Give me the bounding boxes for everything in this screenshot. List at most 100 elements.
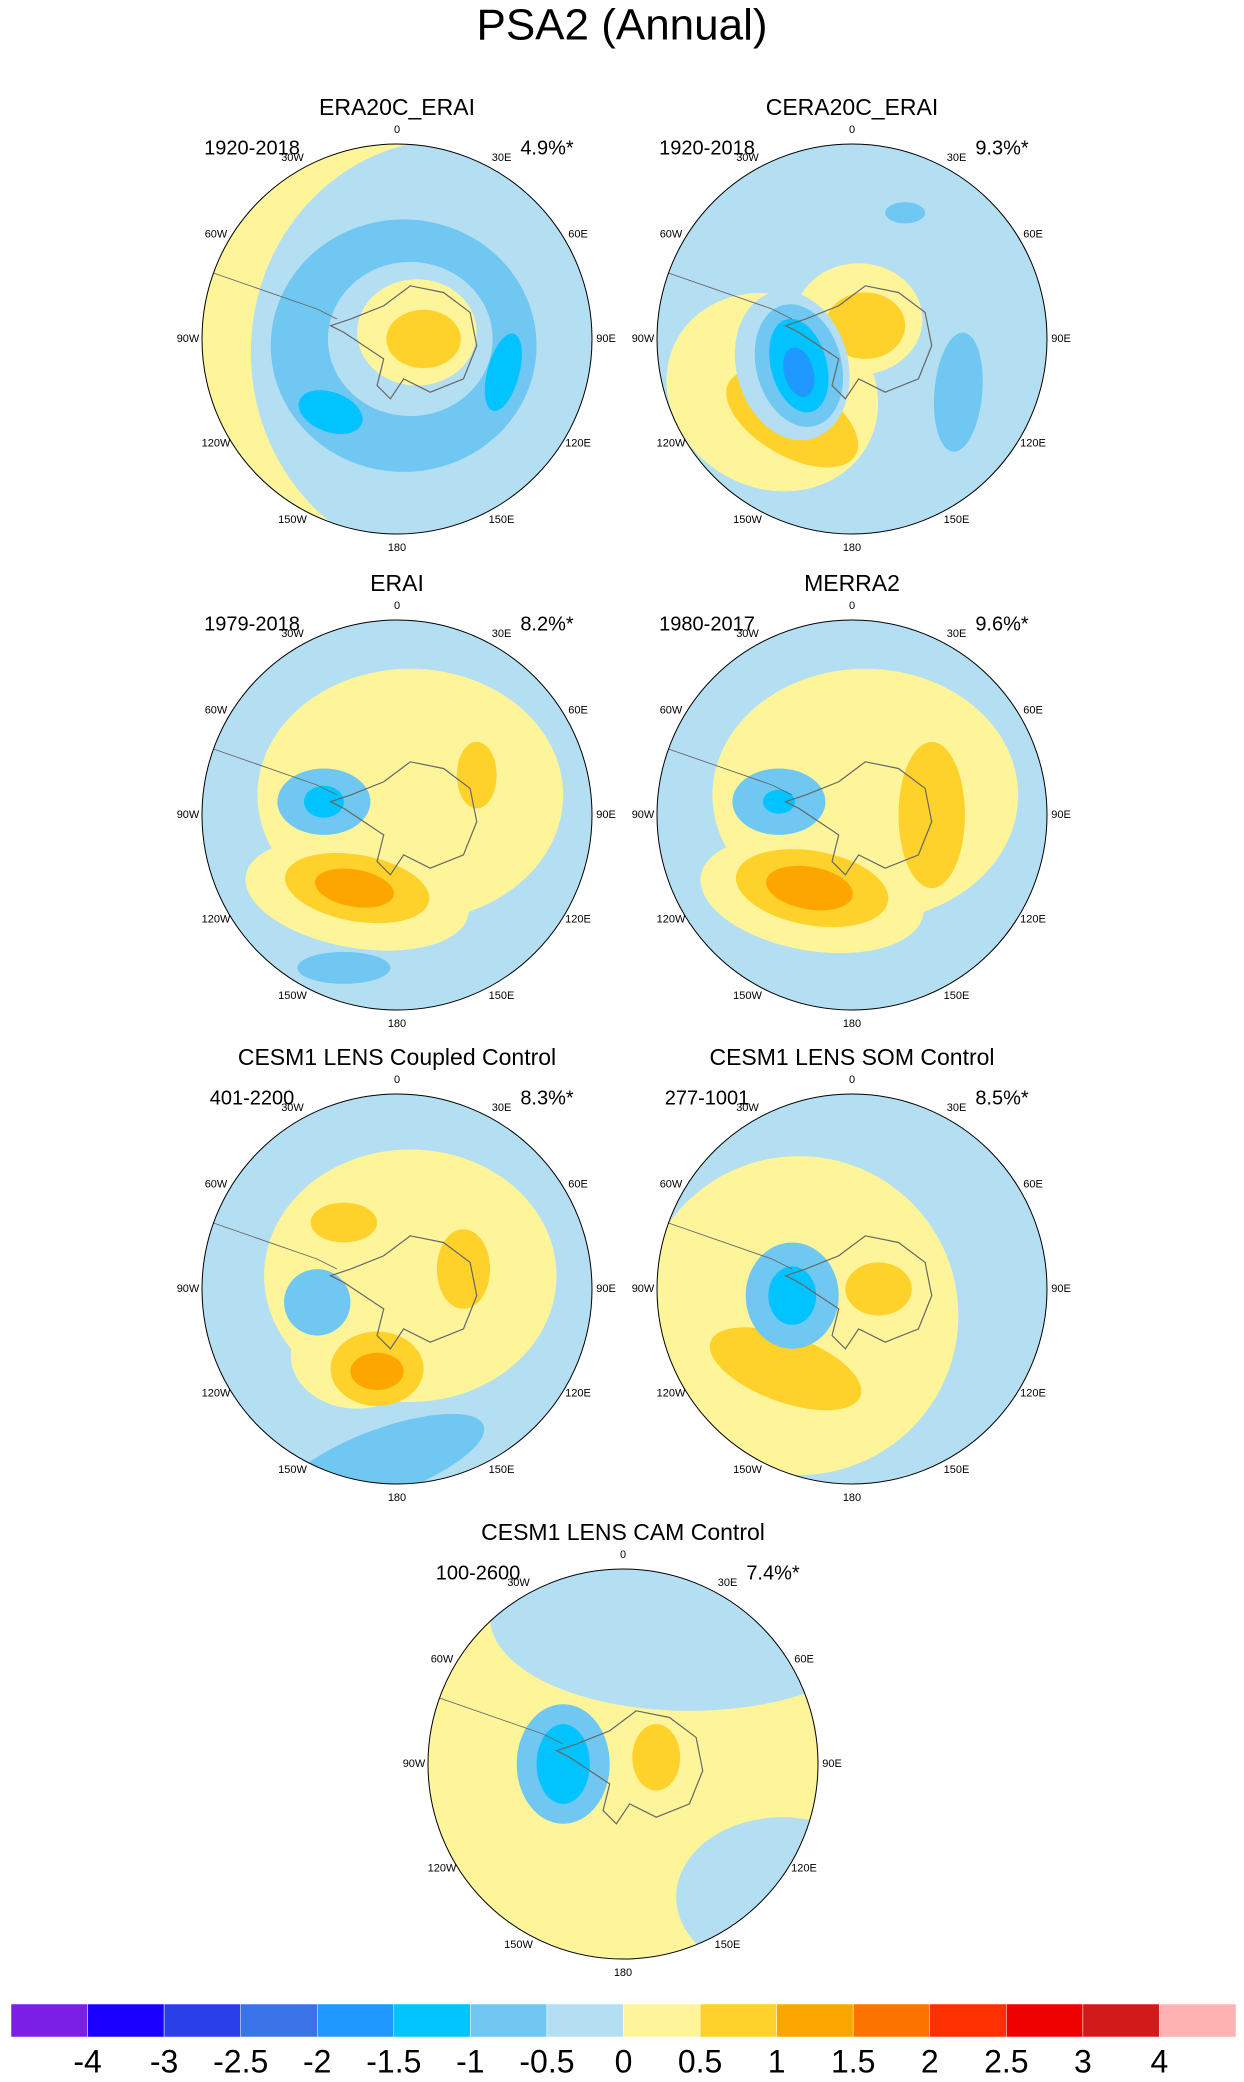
contour-region bbox=[386, 309, 461, 369]
colorbar-box bbox=[163, 2003, 241, 2038]
variance-label: 9.3%* bbox=[975, 137, 1029, 159]
panel-title: CESM1 LENS Coupled Control bbox=[238, 1044, 556, 1070]
contour-region bbox=[933, 332, 983, 452]
longitude-label: 120W bbox=[202, 913, 231, 925]
map-panel: MERRA2 1980-2017 9.6%* 0 30E 60E 90E 120E 150E 18… bbox=[632, 570, 1071, 1030]
contour-region bbox=[783, 347, 815, 397]
longitude-label: 90E bbox=[1051, 333, 1071, 345]
longitude-label: 60E bbox=[1023, 704, 1043, 716]
longitude-label: 30W bbox=[736, 628, 759, 640]
longitude-label: 60W bbox=[205, 1178, 228, 1190]
longitude-label: 120E bbox=[565, 1387, 591, 1399]
longitude-label: 150W bbox=[278, 514, 307, 526]
colorbar-label: 0.5 bbox=[678, 2043, 722, 2079]
longitude-label: 150W bbox=[733, 990, 762, 1002]
longitude-label: 90W bbox=[632, 1283, 655, 1295]
coastline bbox=[657, 1218, 793, 1270]
longitude-label: 60W bbox=[431, 1653, 454, 1665]
map-panel: ERAI 1979-2018 8.2%* 0 30E 60E 90E 120E 150E 180 1… bbox=[177, 570, 616, 1030]
variance-label: 4.9%* bbox=[520, 137, 574, 159]
coastline bbox=[783, 761, 933, 876]
map-border bbox=[427, 1568, 819, 1960]
panel-title: CERA20C_ERAI bbox=[766, 94, 939, 120]
longitude-label: 60W bbox=[660, 1178, 683, 1190]
colorbar-box bbox=[317, 2003, 395, 2038]
period-label: 277-1001 bbox=[665, 1087, 750, 1109]
colorbar-label: -1.5 bbox=[366, 2043, 421, 2079]
contour-region bbox=[766, 865, 853, 911]
longitude-label: 90E bbox=[596, 1283, 616, 1295]
contour-region bbox=[315, 868, 394, 908]
longitude-label: 150W bbox=[733, 514, 762, 526]
colorbar-box bbox=[929, 2003, 1007, 2038]
longitude-label: 30E bbox=[492, 628, 512, 640]
coastline bbox=[428, 1693, 564, 1745]
colorbar: -4 -3 -2.5 -2 -1.5 -1 -0.5 0 0.5 1 1.5 2 2.5 3 4 bbox=[10, 2003, 1237, 2079]
map-border bbox=[201, 143, 593, 535]
longitude-label: 60W bbox=[205, 704, 228, 716]
map-panel: CESM1 LENS CAM Control 100-2600 7.4%* 0 30E 6… bbox=[403, 1519, 842, 1979]
longitude-label: 30E bbox=[492, 152, 512, 164]
longitude-label: 180 bbox=[843, 1018, 861, 1030]
contour-region bbox=[845, 1262, 912, 1316]
longitude-label: 120E bbox=[1020, 437, 1046, 449]
longitude-label: 120E bbox=[565, 437, 591, 449]
longitude-label: 120W bbox=[657, 913, 686, 925]
longitude-label: 60W bbox=[660, 228, 683, 240]
contour-region bbox=[676, 1817, 818, 1959]
longitude-label: 0 bbox=[849, 124, 855, 136]
contour-region bbox=[436, 1229, 491, 1309]
longitude-label: 180 bbox=[388, 1492, 406, 1504]
longitude-label: 30W bbox=[736, 1102, 759, 1114]
colorbar-label: 1 bbox=[768, 2043, 786, 2079]
contour-region bbox=[762, 789, 795, 814]
colorbar-label: -3 bbox=[150, 2043, 178, 2079]
longitude-label: 180 bbox=[843, 542, 861, 554]
contour-region bbox=[298, 390, 363, 435]
coastline bbox=[202, 268, 338, 320]
panel-title: ERAI bbox=[370, 570, 424, 596]
coastline bbox=[328, 285, 478, 400]
variance-label: 8.2%* bbox=[520, 613, 574, 635]
contour-region bbox=[283, 1413, 485, 1484]
contour-region bbox=[303, 785, 344, 818]
longitude-label: 120W bbox=[428, 1862, 457, 1874]
contour-region bbox=[709, 1327, 862, 1411]
longitude-label: 120E bbox=[1020, 913, 1046, 925]
longitude-label: 120E bbox=[1020, 1387, 1046, 1399]
contour-region bbox=[350, 1352, 404, 1391]
contour-region bbox=[484, 333, 522, 411]
colorbar-label: 4 bbox=[1151, 2043, 1169, 2079]
map-border bbox=[656, 619, 1048, 1011]
longitude-label: 90W bbox=[632, 333, 655, 345]
longitude-label: 150W bbox=[278, 1464, 307, 1476]
colorbar-label: -2 bbox=[303, 2043, 331, 2079]
coastline bbox=[657, 268, 793, 320]
longitude-label: 60E bbox=[568, 1178, 588, 1190]
coastline bbox=[783, 1235, 933, 1350]
period-label: 1979-2018 bbox=[204, 613, 300, 635]
longitude-label: 30E bbox=[947, 1102, 967, 1114]
longitude-label: 150E bbox=[489, 990, 515, 1002]
longitude-label: 60W bbox=[205, 228, 228, 240]
longitude-label: 0 bbox=[394, 600, 400, 612]
coastline bbox=[202, 744, 338, 796]
colorbar-box bbox=[546, 2003, 624, 2038]
coastline bbox=[783, 285, 933, 400]
longitude-label: 150E bbox=[489, 1464, 515, 1476]
colorbar-label: -1 bbox=[456, 2043, 484, 2079]
longitude-label: 120W bbox=[657, 437, 686, 449]
panel-title: ERA20C_ERAI bbox=[319, 94, 475, 120]
longitude-label: 60E bbox=[794, 1653, 814, 1665]
longitude-label: 150E bbox=[944, 514, 970, 526]
longitude-label: 30W bbox=[507, 1577, 530, 1589]
contour-region bbox=[297, 951, 391, 984]
variance-label: 7.4%* bbox=[746, 1562, 800, 1584]
colorbar-box bbox=[776, 2003, 854, 2038]
variance-label: 8.3%* bbox=[520, 1087, 574, 1109]
longitude-label: 180 bbox=[614, 1967, 632, 1979]
longitude-label: 60W bbox=[660, 704, 683, 716]
map-field bbox=[202, 620, 592, 1010]
longitude-label: 150E bbox=[489, 514, 515, 526]
